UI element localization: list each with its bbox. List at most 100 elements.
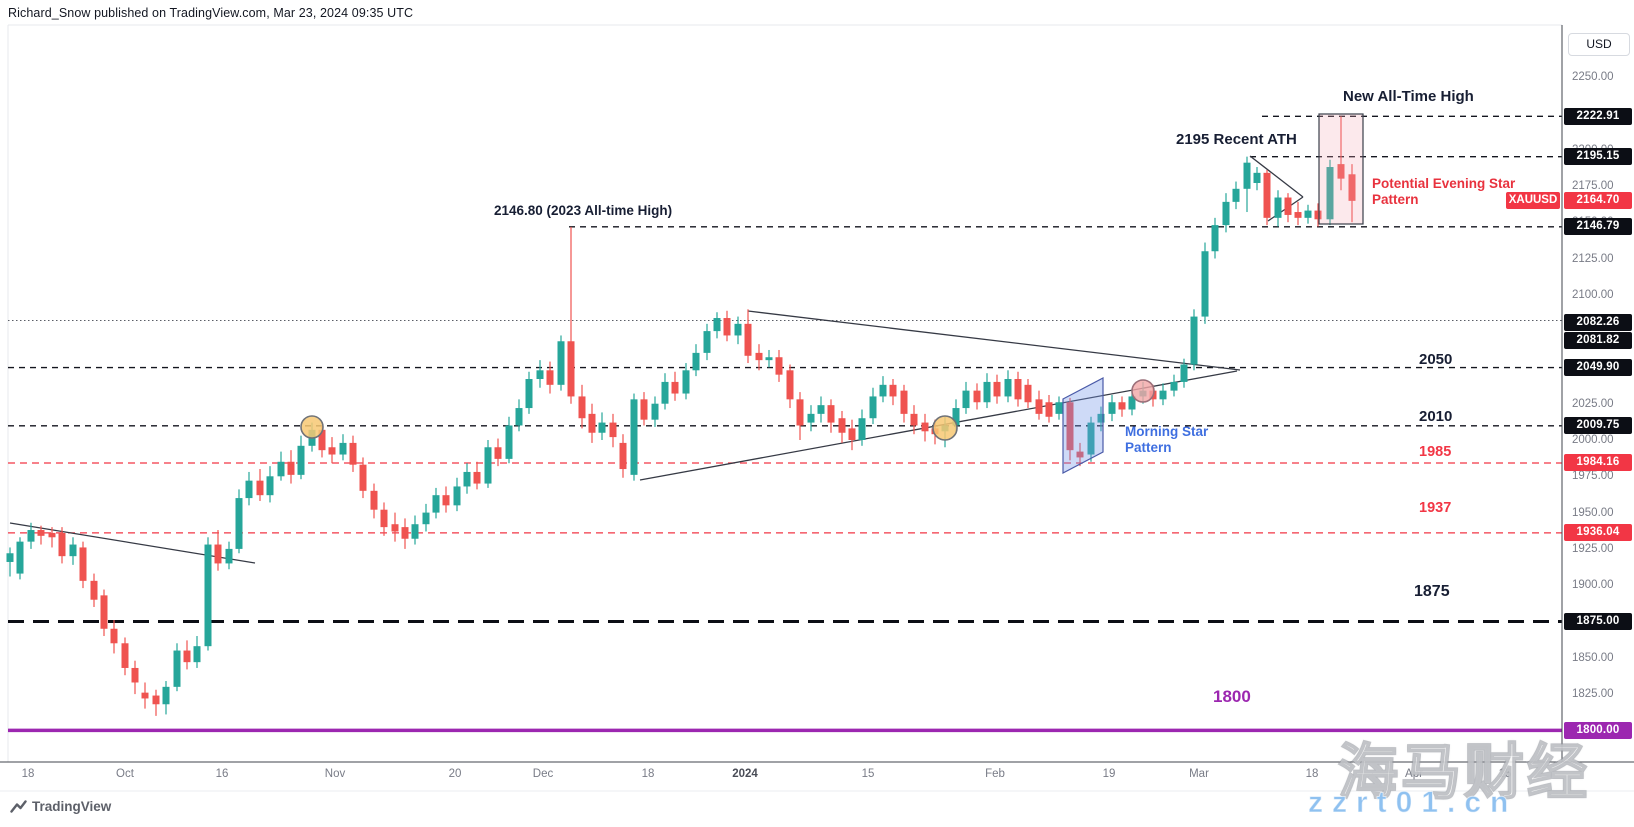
currency-toggle-button[interactable]: USD: [1568, 33, 1630, 56]
candle-down: [48, 527, 56, 548]
candle-down: [401, 518, 409, 549]
sep-resistance-line[interactable]: [9, 522, 256, 564]
candle-down: [442, 486, 450, 513]
candle-down: [1045, 394, 1053, 423]
candle-down: [100, 589, 108, 637]
candle-down: [1035, 390, 1043, 420]
candle-up: [869, 387, 877, 425]
candle-up: [484, 440, 492, 488]
candle-up: [651, 396, 659, 427]
candle-down: [141, 682, 149, 709]
candle-down: [546, 361, 554, 394]
candle-up: [1190, 309, 1198, 371]
candle-down: [370, 483, 378, 519]
candle-down: [328, 437, 336, 464]
candle-down: [1076, 442, 1084, 467]
candle-down: [494, 438, 502, 467]
candle-up: [297, 435, 305, 480]
candle-up: [505, 416, 513, 464]
candle-up: [598, 412, 606, 440]
candle-down: [183, 640, 191, 670]
candle-down: [287, 450, 295, 484]
triangle-upper-line[interactable]: [747, 310, 1241, 371]
candle-up: [432, 487, 440, 519]
candle-up: [173, 643, 181, 692]
candle-up: [69, 537, 77, 565]
candle-up: [411, 515, 419, 545]
candle-down: [79, 541, 87, 589]
candle-up: [692, 344, 700, 377]
circle-oct-2010-test[interactable]: [300, 415, 324, 439]
candle-up: [525, 371, 533, 414]
candle-up: [277, 451, 285, 481]
candle-down: [1118, 396, 1126, 417]
candle-down: [671, 371, 679, 401]
candle-down: [349, 435, 357, 472]
candle-down: [640, 392, 648, 426]
candle-up: [1253, 167, 1261, 191]
tradingview-logo[interactable]: TradingView: [10, 798, 111, 815]
watermark-cjk: 海马财经: [1337, 738, 1590, 807]
candle-down: [1066, 397, 1074, 461]
candle-up: [204, 537, 212, 651]
candle-up: [16, 537, 24, 580]
candle-up: [661, 373, 669, 410]
candle-down: [567, 226, 575, 404]
evening-star-box[interactable]: [1318, 113, 1364, 225]
candle-down: [921, 413, 929, 442]
candle-down: [619, 434, 627, 478]
candle-up: [983, 373, 991, 409]
candle-down: [744, 309, 752, 364]
candle-down: [910, 405, 918, 435]
candle-up: [807, 405, 815, 432]
candle-down: [256, 469, 264, 501]
candle-up: [1108, 394, 1116, 422]
candle-up: [339, 434, 347, 461]
candle-down: [1337, 116, 1345, 191]
candle-up: [765, 349, 773, 368]
candle-up: [1055, 396, 1063, 420]
candle-up: [962, 381, 970, 414]
candle-up: [1326, 159, 1334, 226]
candle-up: [6, 547, 14, 577]
candle-up: [235, 489, 243, 554]
candle-down: [578, 384, 586, 429]
candle-down: [973, 383, 981, 410]
candle-down: [121, 637, 129, 676]
candle-up: [536, 360, 544, 388]
candle-up: [193, 636, 201, 668]
circle-trendline-retest[interactable]: [1131, 379, 1155, 403]
candle-up: [515, 399, 523, 432]
candle-down: [755, 344, 763, 371]
candle-down: [993, 374, 1001, 404]
candle-down: [1294, 201, 1302, 226]
candle-up: [1087, 416, 1095, 462]
candle-down: [214, 530, 222, 571]
candle-down: [1024, 379, 1032, 409]
candle-up: [1159, 383, 1167, 406]
candle-down: [58, 527, 66, 564]
candle-down: [110, 620, 118, 654]
candle-up: [1243, 156, 1251, 213]
candle-down: [473, 461, 481, 490]
morning-star-box[interactable]: [1062, 377, 1104, 474]
candle-up: [245, 471, 253, 506]
candle-down: [391, 512, 399, 542]
pennant-upper-line[interactable]: [1249, 155, 1304, 198]
candle-down: [609, 413, 617, 448]
candle-down: [380, 502, 388, 536]
candle-up: [1211, 217, 1219, 259]
candle-down: [723, 310, 731, 342]
candle-up: [1232, 181, 1240, 210]
watermark-url: zzrt01.cn: [1307, 786, 1518, 820]
candle-up: [817, 396, 825, 423]
tradingview-logo-text: TradingView: [32, 799, 112, 814]
circle-jan-2010-test[interactable]: [932, 415, 958, 441]
candle-up: [463, 463, 471, 494]
candle-up: [630, 393, 638, 481]
candle-down: [1348, 164, 1356, 223]
candle-down: [796, 392, 804, 440]
candle-down: [131, 660, 139, 695]
